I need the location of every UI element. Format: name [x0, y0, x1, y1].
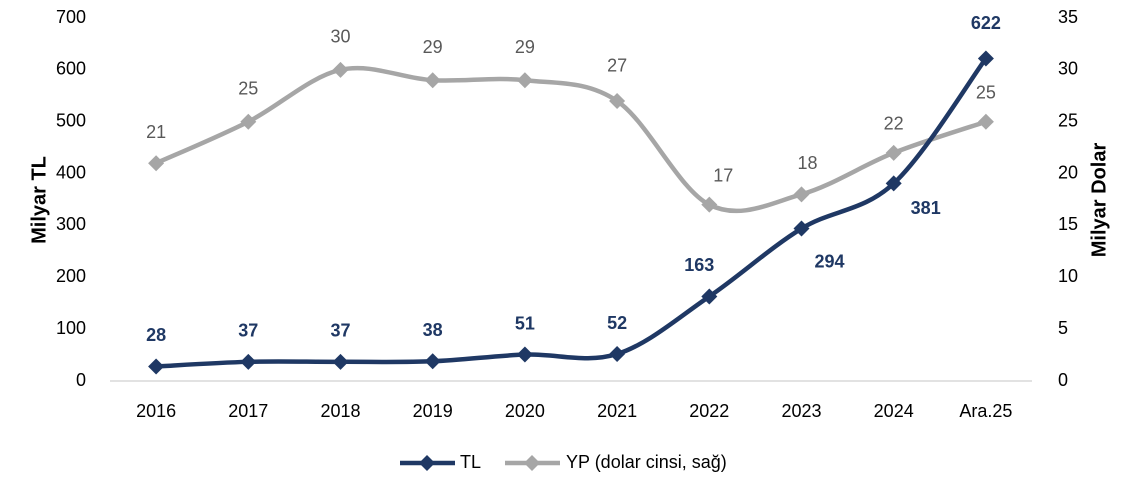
- y-tick-label: 500: [56, 110, 86, 130]
- legend-marker: [524, 455, 540, 471]
- point-marker: [240, 113, 257, 130]
- point-marker: [148, 155, 165, 172]
- point-marker: [701, 196, 718, 213]
- x-tick-label: 2018: [320, 401, 360, 421]
- legend-label: TL: [460, 452, 481, 472]
- point-marker: [793, 186, 810, 203]
- data-label: 622: [971, 13, 1001, 33]
- y2-tick-label: 30: [1058, 59, 1078, 79]
- x-tick-label: 2023: [781, 401, 821, 421]
- x-tick-label: Ara.25: [959, 401, 1012, 421]
- data-label: 37: [330, 321, 350, 341]
- x-tick-label: 2016: [136, 401, 176, 421]
- data-label: 18: [797, 153, 817, 173]
- point-marker: [701, 288, 718, 305]
- data-label: 25: [238, 78, 258, 98]
- y-axis-title: Milyar TL: [28, 156, 50, 244]
- point-marker: [332, 61, 349, 78]
- point-marker: [609, 92, 626, 109]
- y-tick-label: 300: [56, 214, 86, 234]
- point-marker: [148, 358, 165, 375]
- point-marker: [424, 353, 441, 370]
- data-label: 51: [515, 313, 535, 333]
- point-marker: [332, 353, 349, 370]
- point-marker: [516, 72, 533, 89]
- legend-marker: [419, 455, 435, 471]
- point-marker: [793, 220, 810, 237]
- data-label: 27: [607, 56, 627, 76]
- y-tick-label: 100: [56, 318, 86, 338]
- y-tick-label: 700: [56, 7, 86, 27]
- y2-tick-label: 35: [1058, 7, 1078, 27]
- series-line: [155, 57, 988, 369]
- legend-label: YP (dolar cinsi, sağ): [566, 452, 727, 472]
- y2-tick-label: 5: [1058, 318, 1068, 338]
- y-tick-label: 200: [56, 266, 86, 286]
- y2-tick-label: 10: [1058, 266, 1078, 286]
- point-marker: [885, 144, 902, 161]
- point-marker: [977, 113, 994, 130]
- data-label: 22: [884, 114, 904, 134]
- data-label: 163: [684, 255, 714, 275]
- point-marker: [240, 353, 257, 370]
- y2-tick-label: 15: [1058, 214, 1078, 234]
- x-tick-label: 2017: [228, 401, 268, 421]
- point-marker: [424, 72, 441, 89]
- data-label: 28: [146, 325, 166, 345]
- data-label: 381: [911, 198, 941, 218]
- point-marker: [516, 346, 533, 363]
- data-label: 38: [423, 320, 443, 340]
- data-label: 294: [814, 251, 844, 271]
- point-marker: [609, 346, 626, 363]
- point-marker: [977, 50, 994, 67]
- series-line: [155, 65, 987, 214]
- y2-axis-title: Milyar Dolar: [1088, 143, 1110, 258]
- data-label: 37: [238, 321, 258, 341]
- data-label: 25: [976, 82, 996, 102]
- y-tick-label: 400: [56, 162, 86, 182]
- y2-tick-label: 20: [1058, 162, 1078, 182]
- y2-tick-label: 0: [1058, 370, 1068, 390]
- x-tick-label: 2024: [874, 401, 914, 421]
- y-tick-label: 0: [76, 370, 86, 390]
- data-label: 52: [607, 313, 627, 333]
- data-label: 17: [713, 165, 733, 185]
- point-marker: [885, 175, 902, 192]
- data-label: 30: [330, 27, 350, 47]
- x-tick-label: 2022: [689, 401, 729, 421]
- x-tick-label: 2021: [597, 401, 637, 421]
- y2-tick-label: 25: [1058, 110, 1078, 130]
- data-label: 29: [423, 37, 443, 57]
- x-tick-label: 2020: [505, 401, 545, 421]
- y-tick-label: 600: [56, 59, 86, 79]
- data-label: 29: [515, 37, 535, 57]
- data-label: 21: [146, 122, 166, 142]
- x-tick-label: 2019: [413, 401, 453, 421]
